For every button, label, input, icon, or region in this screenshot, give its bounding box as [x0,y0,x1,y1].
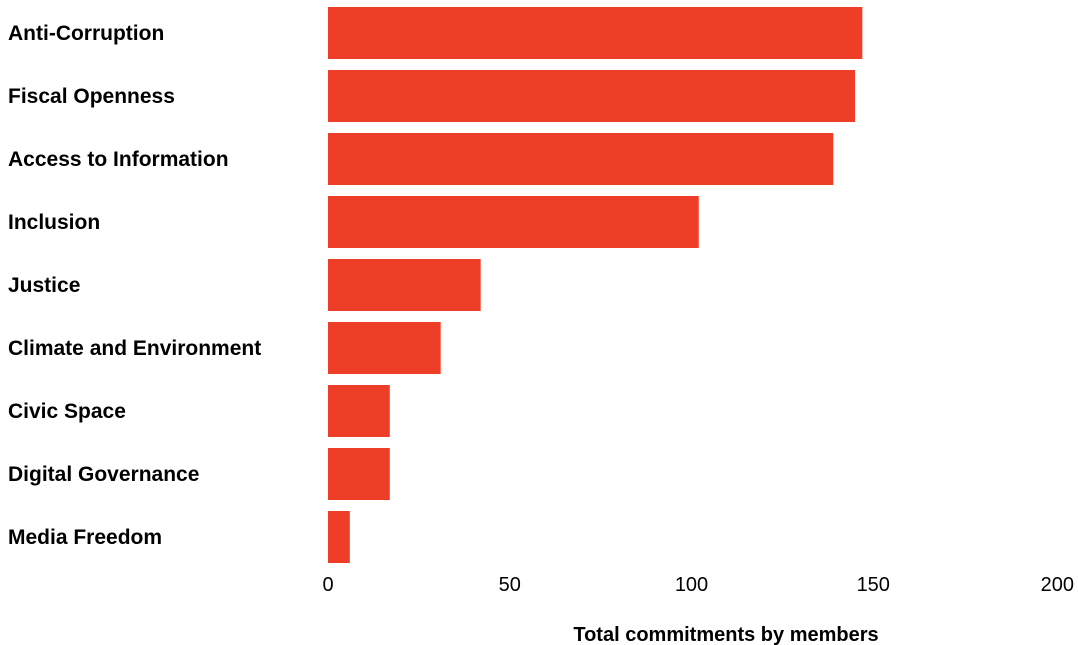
category-label-fiscal-openness: Fiscal Openness [8,85,175,108]
x-tick-label-100: 100 [675,574,708,596]
bar-anti-corruption [328,7,863,59]
category-label-justice: Justice [8,274,80,297]
bar-inclusion [328,196,699,248]
bars-group [328,7,863,563]
category-label-access-to-information: Access to Information [8,148,229,171]
x-tick-label-200: 200 [1041,574,1074,596]
bar-fiscal-openness [328,70,856,122]
bar-access-to-information [328,133,834,185]
x-tick-label-150: 150 [857,574,890,596]
bar-justice [328,259,481,311]
x-axis-title: Total commitments by members [573,624,878,645]
category-label-digital-governance: Digital Governance [8,463,199,486]
category-label-inclusion: Inclusion [8,211,100,234]
category-label-climate-and-environment: Climate and Environment [8,337,261,360]
category-label-civic-space: Civic Space [8,400,126,423]
x-tick-label-0: 0 [322,574,333,596]
category-label-media-freedom: Media Freedom [8,526,162,549]
x-tick-label-50: 50 [499,574,521,596]
bar-digital-governance [328,448,390,500]
category-labels: Anti-Corruption Fiscal Openness Access to … [8,22,261,549]
bar-climate-and-environment [328,322,441,374]
bar-civic-space [328,385,390,437]
x-axis-ticks: 0 50 100 150 200 [322,574,1074,596]
bar-media-freedom [328,511,350,563]
category-label-anti-corruption: Anti-Corruption [8,22,164,45]
